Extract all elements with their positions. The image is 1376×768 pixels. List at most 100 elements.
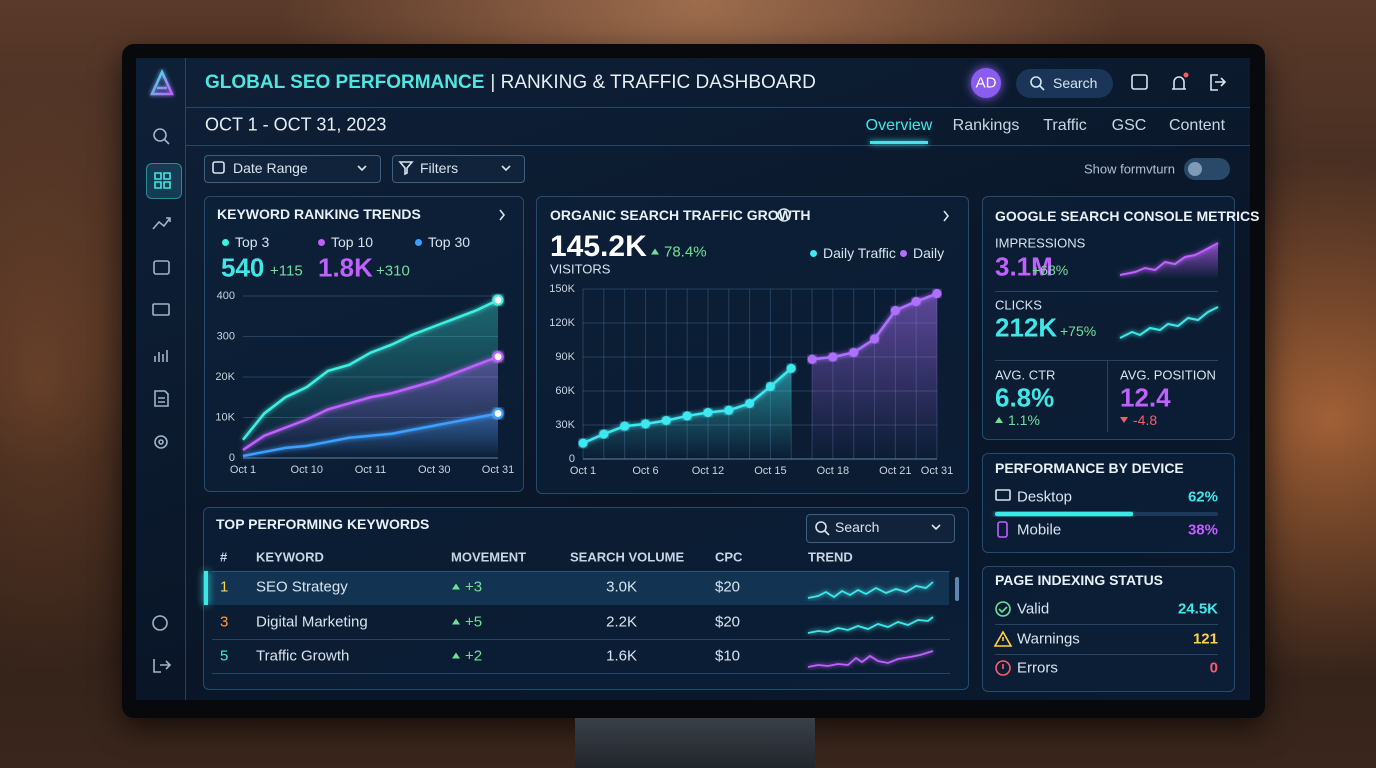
panel-title: PAGE INDEXING STATUS [995, 572, 1164, 588]
divider [995, 360, 1218, 361]
tab[interactable]: Content [1168, 117, 1226, 134]
point [661, 415, 671, 425]
device-name: Mobile [1017, 521, 1062, 539]
status-name: Valid [1017, 600, 1050, 618]
keyword-search[interactable] [806, 514, 955, 543]
device-bar [1133, 512, 1218, 516]
grid-icon[interactable] [154, 172, 171, 189]
help-icon[interactable] [152, 615, 168, 631]
avatar-label: AD [975, 74, 997, 92]
x-tick-label: Oct 1 [570, 465, 596, 477]
movement: +5 [452, 614, 482, 631]
search-icon[interactable] [163, 138, 170, 145]
y-tick-label: 120K [549, 317, 575, 329]
point [932, 289, 942, 299]
settings-icon[interactable] [154, 435, 168, 449]
row-marker [204, 571, 208, 605]
logout-icon[interactable] [1210, 74, 1227, 91]
metric-change: +68% [1032, 262, 1069, 278]
divider [212, 673, 950, 674]
status-value: 121 [1192, 630, 1218, 648]
toggle[interactable] [1184, 158, 1230, 180]
x-tick-label: Oct 31 [921, 465, 953, 477]
x-tick-label: Oct 15 [754, 465, 786, 477]
traffic-change: 78.4% [651, 244, 707, 261]
y-tick-label: 400 [217, 290, 235, 302]
search-icon [1039, 85, 1045, 91]
divider [212, 639, 950, 640]
sparkline-area [1120, 243, 1218, 279]
trend-icon[interactable] [152, 217, 171, 230]
line [242, 412, 499, 458]
x-tick-label: Oct 21 [879, 465, 911, 477]
settings-icon[interactable] [158, 439, 164, 445]
avatar[interactable] [971, 68, 1001, 98]
tab[interactable]: Overview [865, 117, 933, 134]
inbox-icon[interactable] [1131, 74, 1148, 90]
tab[interactable]: Traffic [1043, 117, 1087, 134]
device-share: 62% [1187, 488, 1218, 506]
point [786, 363, 796, 373]
divider [995, 291, 1218, 292]
keyword: Traffic Growth [256, 647, 350, 665]
column-header: TREND [808, 549, 853, 565]
metric-change: -4.8 [1120, 412, 1157, 428]
point [745, 398, 755, 408]
header-title: GLOBAL SEO PERFORMANCE | RANKING & TRAFFI… [205, 72, 816, 94]
metric-value: 12.4 [1120, 382, 1171, 413]
search-pill[interactable] [1016, 69, 1113, 98]
column-header: CPC [715, 549, 743, 565]
metric-value: 3.1M [995, 251, 1053, 282]
search-icon[interactable] [153, 128, 167, 142]
chevron[interactable] [499, 209, 950, 222]
y-tick-label: 0 [229, 452, 235, 464]
sparkline [807, 650, 934, 668]
tab[interactable]: GSC [1111, 117, 1147, 134]
x-tick-label: Oct 18 [817, 465, 849, 477]
metric-label: AVG. POSITION [1120, 367, 1216, 383]
y-tick-label: 90K [555, 351, 575, 363]
point [724, 405, 734, 415]
search-volume: 3.0K [606, 578, 637, 596]
filter-icon [398, 161, 414, 176]
divider [995, 624, 1218, 625]
logout-icon[interactable] [153, 659, 172, 673]
icons [150, 68, 1227, 676]
point [640, 419, 650, 429]
filters-select[interactable] [392, 155, 525, 183]
point [849, 347, 859, 357]
metric-value: 212K [995, 312, 1058, 343]
db-icon[interactable] [153, 260, 170, 275]
date-range-select[interactable] [204, 155, 381, 183]
panel-title: TOP PERFORMING KEYWORDS [216, 516, 430, 532]
device-panel [982, 453, 1235, 553]
tab[interactable]: Rankings [952, 117, 1020, 134]
valid-icon [995, 601, 1011, 617]
bars-icon[interactable] [154, 350, 168, 362]
logo [150, 68, 174, 96]
error-icon [995, 660, 1011, 676]
column-header: KEYWORD [256, 549, 324, 565]
column-header: SEARCH VOLUME [570, 549, 685, 565]
divider [212, 571, 950, 572]
monitor-icon[interactable] [152, 303, 170, 316]
status-value: 24.5K [1177, 600, 1218, 618]
desktop-icon [995, 489, 1011, 501]
stat-value: 1.8K [318, 252, 373, 283]
bell-icon[interactable] [1172, 76, 1186, 90]
calendar-icon [212, 161, 225, 174]
search-label[interactable]: Search [1053, 75, 1098, 91]
sparkline [807, 616, 934, 634]
warning-icon [993, 630, 1013, 647]
metric-label: CLICKS [995, 297, 1042, 313]
sparkline [1119, 242, 1219, 276]
status-value: 0 [1209, 659, 1218, 677]
panel-title: GOOGLE SEARCH CONSOLE METRICS [995, 208, 1260, 224]
metric-change: +75% [1060, 323, 1097, 339]
y-tick-label: 300 [217, 330, 235, 342]
x-tick-label: Oct 1 [230, 464, 256, 476]
doc-icon[interactable] [154, 390, 169, 407]
search-label[interactable]: Search [835, 519, 880, 535]
point [828, 352, 838, 362]
active-nav[interactable] [146, 163, 182, 199]
